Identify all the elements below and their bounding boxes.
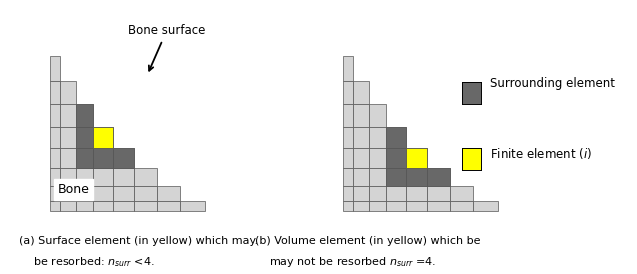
Text: Bone surface: Bone surface: [128, 24, 205, 71]
Text: Surrounding element: Surrounding element: [490, 77, 615, 90]
Polygon shape: [113, 168, 134, 185]
Polygon shape: [61, 168, 76, 185]
Polygon shape: [369, 185, 387, 201]
Polygon shape: [354, 104, 369, 127]
Text: (b) Volume element (in yellow) which be: (b) Volume element (in yellow) which be: [255, 236, 480, 246]
Polygon shape: [50, 127, 61, 148]
Text: (a) Surface element (in yellow) which may.: (a) Surface element (in yellow) which ma…: [19, 236, 258, 246]
Polygon shape: [369, 127, 387, 148]
Polygon shape: [61, 185, 76, 201]
Polygon shape: [406, 148, 427, 168]
Polygon shape: [343, 168, 354, 185]
Polygon shape: [50, 104, 61, 127]
Polygon shape: [369, 148, 387, 168]
Polygon shape: [134, 185, 157, 201]
Polygon shape: [134, 201, 157, 211]
Polygon shape: [50, 148, 61, 168]
Polygon shape: [76, 148, 94, 168]
Polygon shape: [76, 104, 94, 127]
Polygon shape: [450, 201, 473, 211]
Polygon shape: [387, 185, 406, 201]
Polygon shape: [76, 201, 94, 211]
Text: Bone: Bone: [58, 183, 90, 196]
Text: may not be resorbed $n_{surr}$ =4.: may not be resorbed $n_{surr}$ =4.: [255, 255, 436, 269]
Polygon shape: [94, 148, 113, 168]
Polygon shape: [76, 127, 94, 148]
Polygon shape: [76, 185, 94, 201]
Polygon shape: [354, 127, 369, 148]
Polygon shape: [343, 104, 354, 127]
Polygon shape: [113, 185, 134, 201]
Polygon shape: [387, 127, 406, 148]
Polygon shape: [50, 168, 61, 185]
Polygon shape: [113, 148, 134, 168]
Polygon shape: [343, 56, 354, 81]
Polygon shape: [134, 168, 157, 185]
Polygon shape: [354, 201, 369, 211]
Polygon shape: [76, 127, 94, 148]
Polygon shape: [76, 104, 94, 127]
Polygon shape: [50, 56, 61, 81]
Polygon shape: [113, 201, 134, 211]
Polygon shape: [157, 201, 180, 211]
Polygon shape: [76, 148, 94, 168]
Polygon shape: [50, 201, 61, 211]
Polygon shape: [94, 127, 113, 148]
Polygon shape: [113, 148, 134, 168]
Polygon shape: [343, 201, 354, 211]
Polygon shape: [94, 201, 113, 211]
Polygon shape: [369, 168, 387, 185]
Polygon shape: [50, 185, 61, 201]
Polygon shape: [61, 201, 76, 211]
Polygon shape: [450, 185, 473, 201]
Polygon shape: [94, 127, 113, 148]
Polygon shape: [354, 148, 369, 168]
Polygon shape: [406, 201, 427, 211]
Polygon shape: [354, 81, 369, 104]
Polygon shape: [180, 201, 205, 211]
Polygon shape: [61, 148, 76, 168]
Polygon shape: [473, 201, 498, 211]
Polygon shape: [343, 148, 354, 168]
Polygon shape: [94, 148, 113, 168]
Polygon shape: [387, 148, 406, 168]
Polygon shape: [387, 168, 406, 185]
Polygon shape: [61, 127, 76, 148]
Polygon shape: [354, 168, 369, 185]
Polygon shape: [387, 168, 406, 185]
Polygon shape: [343, 185, 354, 201]
Polygon shape: [61, 104, 76, 127]
Polygon shape: [387, 127, 406, 148]
Polygon shape: [94, 185, 113, 201]
Polygon shape: [387, 201, 406, 211]
Polygon shape: [406, 185, 427, 201]
Polygon shape: [406, 148, 427, 168]
Polygon shape: [427, 201, 450, 211]
Polygon shape: [427, 168, 450, 185]
Text: be resorbed: $n_{surr}$ <4.: be resorbed: $n_{surr}$ <4.: [19, 255, 155, 269]
Polygon shape: [354, 185, 369, 201]
Polygon shape: [406, 168, 427, 185]
Polygon shape: [369, 104, 387, 127]
Polygon shape: [61, 81, 76, 104]
Polygon shape: [427, 185, 450, 201]
Polygon shape: [427, 168, 450, 185]
Polygon shape: [76, 168, 94, 185]
Text: Finite element ($i$): Finite element ($i$): [490, 146, 592, 161]
Polygon shape: [369, 201, 387, 211]
Polygon shape: [343, 81, 354, 104]
Polygon shape: [157, 185, 180, 201]
Polygon shape: [50, 81, 61, 104]
Polygon shape: [387, 148, 406, 168]
Polygon shape: [343, 127, 354, 148]
Polygon shape: [94, 168, 113, 185]
Polygon shape: [406, 168, 427, 185]
